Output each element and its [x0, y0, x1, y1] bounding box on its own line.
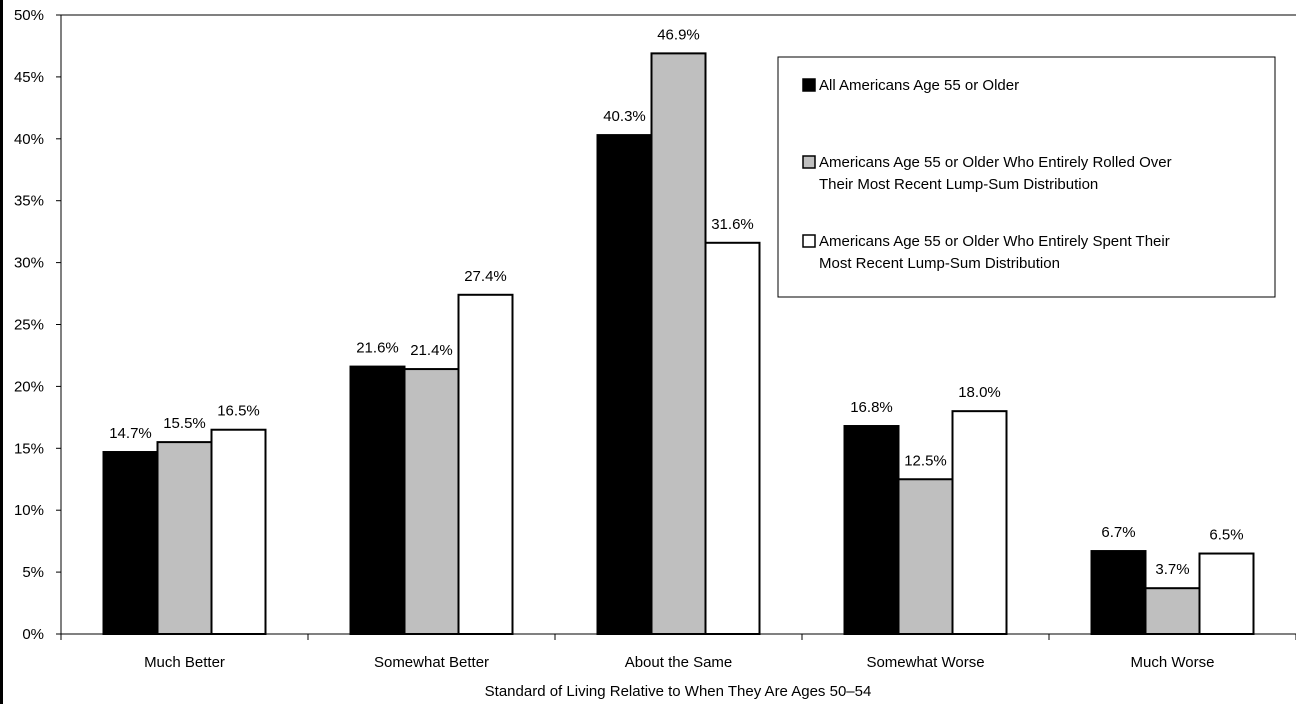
bar — [596, 134, 653, 635]
legend-label: Their Most Recent Lump-Sum Distribution — [819, 176, 1098, 193]
bar — [156, 441, 213, 635]
legend-label: All Americans Age 55 or Older — [819, 77, 1019, 94]
legend-box — [777, 56, 1276, 298]
x-tick-label: About the Same — [625, 654, 733, 671]
data-label: 16.5% — [217, 403, 260, 420]
y-tick-label: 50% — [14, 7, 44, 24]
data-label: 16.8% — [850, 399, 893, 416]
data-label: 27.4% — [464, 268, 507, 285]
plot-area: 0% 5% 10% 15% 20% 25% 30% 35% 40% 45% 50% 14.7% 15.5… — [14, 7, 1296, 671]
data-label: 6.7% — [1101, 524, 1135, 541]
x-axis-title: Standard of Living Relative to When They… — [485, 683, 872, 700]
data-label: 31.6% — [711, 216, 754, 233]
bar — [349, 365, 406, 635]
x-tick-label: Somewhat Better — [374, 654, 489, 671]
legend: All Americans Age 55 or Older Americans A… — [777, 56, 1276, 298]
y-tick-label: 20% — [14, 378, 44, 395]
y-tick-label: 10% — [14, 502, 44, 519]
bar — [457, 293, 514, 635]
y-tick-label: 35% — [14, 193, 44, 210]
y-tick-label: 30% — [14, 255, 44, 272]
bar — [951, 410, 1008, 635]
bar — [403, 368, 460, 635]
y-tick-label: 40% — [14, 131, 44, 148]
bar — [1144, 587, 1201, 635]
legend-swatch — [802, 78, 816, 92]
data-label: 46.9% — [657, 26, 700, 43]
y-tick-label: 5% — [22, 564, 44, 581]
bar — [897, 478, 954, 635]
x-tick-label: Somewhat Worse — [866, 654, 984, 671]
data-label: 40.3% — [603, 108, 646, 125]
legend-swatch — [802, 234, 816, 248]
data-label: 21.4% — [410, 342, 453, 359]
y-tick-label: 0% — [22, 626, 44, 643]
bar — [1198, 552, 1255, 636]
data-label: 6.5% — [1209, 527, 1243, 544]
data-label: 21.6% — [356, 340, 399, 357]
bar — [704, 241, 761, 636]
data-label: 3.7% — [1155, 561, 1189, 578]
bar — [1090, 550, 1147, 636]
bar — [650, 52, 707, 636]
legend-label: Americans Age 55 or Older Who Entirely R… — [819, 154, 1172, 171]
left-border — [0, 0, 3, 704]
y-tick-label: 15% — [14, 440, 44, 457]
data-label: 18.0% — [958, 384, 1001, 401]
x-tick-label: Much Worse — [1131, 654, 1215, 671]
data-label: 12.5% — [904, 452, 947, 469]
bar — [210, 428, 267, 636]
legend-swatch — [802, 155, 816, 169]
data-label: 15.5% — [163, 415, 206, 432]
bar — [102, 451, 159, 635]
legend-label: Americans Age 55 or Older Who Entirely S… — [819, 233, 1170, 250]
y-tick-label: 25% — [14, 317, 44, 334]
bar — [843, 425, 900, 635]
x-tick-label: Much Better — [144, 654, 225, 671]
legend-label: Most Recent Lump-Sum Distribution — [819, 255, 1060, 272]
data-label: 14.7% — [109, 425, 152, 442]
y-tick-label: 45% — [14, 69, 44, 86]
